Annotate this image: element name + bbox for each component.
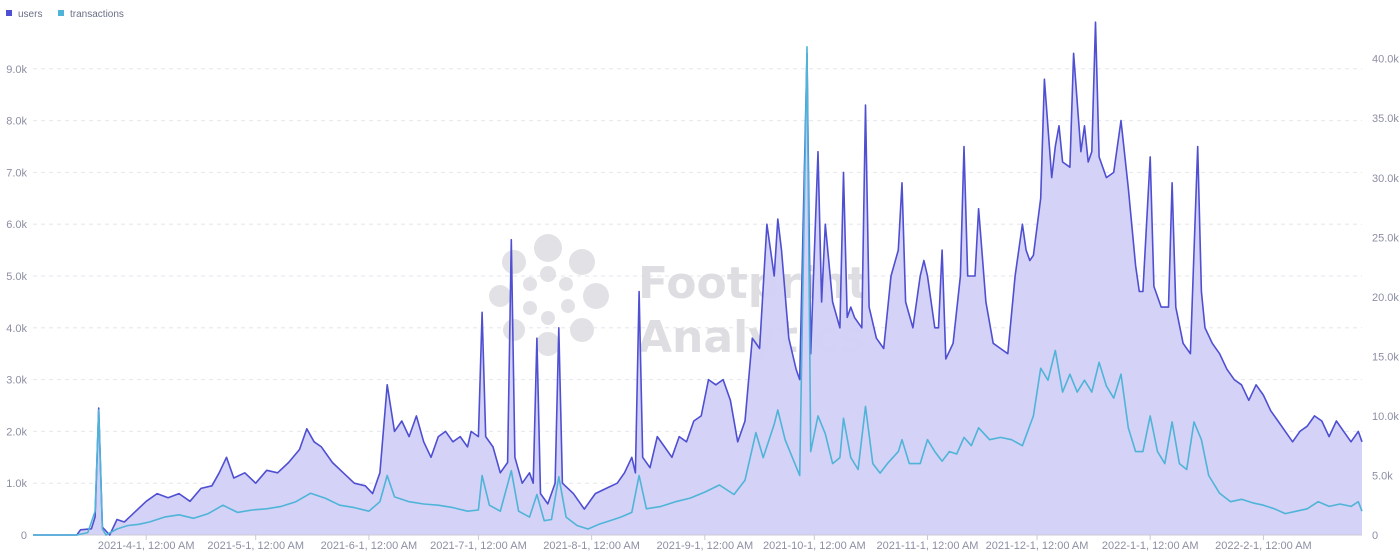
x-tick-label: 2021-10-1, 12:00 AM xyxy=(763,540,866,552)
x-tick-label: 2022-1-1, 12:00 AM xyxy=(1102,540,1199,552)
y-right-tick-label: 5.0k xyxy=(1372,470,1393,482)
watermark-dot xyxy=(536,332,560,356)
square-legend-icon xyxy=(58,10,64,16)
watermark-dot xyxy=(534,234,562,262)
square-legend-icon xyxy=(6,10,12,16)
watermark-dot xyxy=(570,318,594,342)
watermark-line1: Footprint xyxy=(638,258,868,309)
y-right-tick-label: 30.0k xyxy=(1372,173,1399,185)
y-right-tick-label: 40.0k xyxy=(1372,54,1399,66)
x-tick-label: 2021-12-1, 12:00 AM xyxy=(986,540,1089,552)
y-left-tick-label: 7.0k xyxy=(6,167,27,179)
y-right-tick-label: 0 xyxy=(1372,530,1378,542)
y-right-tick-label: 15.0k xyxy=(1372,351,1399,363)
y-right-tick-label: 35.0k xyxy=(1372,113,1399,125)
y-right-tick-label: 25.0k xyxy=(1372,232,1399,244)
watermark-dot xyxy=(540,266,556,282)
users-line xyxy=(33,21,1363,536)
watermark-dot xyxy=(502,250,526,274)
y-left-tick-label: 3.0k xyxy=(6,375,27,387)
y-left-tick-label: 4.0k xyxy=(6,323,27,335)
y-left-tick-label: 0 xyxy=(21,530,27,542)
x-tick-label: 2021-8-1, 12:00 AM xyxy=(543,540,640,552)
y-left-tick-label: 1.0k xyxy=(6,478,27,490)
y-right-tick-label: 10.0k xyxy=(1372,411,1399,423)
x-tick-label: 2021-4-1, 12:00 AM xyxy=(98,540,195,552)
y-left-tick-label: 8.0k xyxy=(6,116,27,128)
legend-label-transactions: transactions xyxy=(70,9,124,20)
watermark-dot xyxy=(503,319,525,341)
x-tick-label: 2021-11-1, 12:00 AM xyxy=(877,540,979,552)
x-tick-label: 2022-2-1, 12:00 AM xyxy=(1215,540,1312,552)
legend-label-users: users xyxy=(18,9,42,20)
users-area xyxy=(33,22,1362,535)
watermark-dot xyxy=(583,283,609,309)
watermark-dot xyxy=(559,277,573,291)
y-left-tick-label: 6.0k xyxy=(6,219,27,231)
watermark-dot xyxy=(569,249,595,275)
transactions-line xyxy=(33,46,1363,536)
legend: users transactions xyxy=(6,9,124,20)
x-tick-label: 2021-5-1, 12:00 AM xyxy=(207,540,304,552)
y-left-tick-label: 5.0k xyxy=(6,271,27,283)
watermark-dot xyxy=(523,301,537,315)
watermark-dot xyxy=(561,299,575,313)
x-tick-label: 2021-9-1, 12:00 AM xyxy=(656,540,753,552)
watermark-dot xyxy=(541,311,555,325)
watermark-dot xyxy=(523,277,537,291)
y-right-tick-label: 20.0k xyxy=(1372,292,1399,304)
watermark-dot xyxy=(489,285,511,307)
x-tick-label: 2021-6-1, 12:00 AM xyxy=(321,540,418,552)
y-left-tick-label: 2.0k xyxy=(6,426,27,438)
y-left-tick-label: 9.0k xyxy=(6,64,27,76)
x-tick-label: 2021-7-1, 12:00 AM xyxy=(430,540,527,552)
